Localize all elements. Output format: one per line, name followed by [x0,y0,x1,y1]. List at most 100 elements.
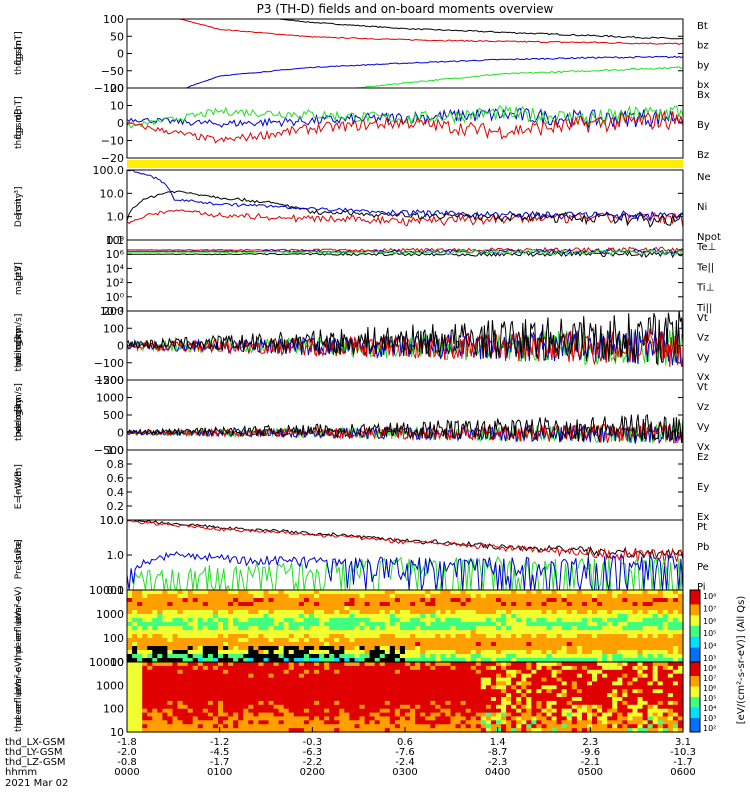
xaxis-value: -2.2 [303,757,323,768]
series-Vx [127,423,683,445]
xaxis-value: 0500 [578,767,603,778]
xaxis-value: -2.4 [395,757,415,768]
xaxis-value: -1.7 [210,757,230,768]
ytick-label: 1000 [96,392,124,405]
ylabel-line: velocity [14,397,24,433]
legend-Bt: Bt [697,21,708,32]
colorbar-tick: 10⁴ [703,704,716,713]
colorbar-tick: 10³ [703,654,716,663]
series-Ni [127,190,683,228]
ytick-label: 1500 [96,374,124,387]
xaxis-date: 2021 Mar 02 [5,778,68,789]
ylabel-line: sr-eV) [14,657,24,683]
xaxis-value: 0000 [114,767,139,778]
ylabel-line: gsm [14,40,24,59]
ytick-label: 500 [103,409,124,422]
series-bz [127,19,683,46]
ytick-label: 0 [117,117,124,130]
ytick-label: 1.0 [107,211,125,224]
panel-E_VxB: 1.00.80.60.40.20.0 E=−VxB[mV/m] Ez Ey Ex [14,444,709,527]
legend-Ni: Ni [697,202,707,213]
series-Pt [127,520,683,560]
ylabel-line: thd [14,134,24,149]
ylabel-line: [km/s] [14,314,24,343]
legend-Ti||: Ti|| [696,303,712,314]
series-Npot [127,170,683,223]
xaxis-value: 0300 [392,767,417,778]
legend-bz: bz [697,41,709,52]
xaxis-value: -8.7 [488,747,508,758]
ylabel-line: E=−VxB [14,471,24,509]
series-Ti|| [127,248,683,256]
xaxis-value: -2.0 [117,747,137,758]
legend-Te||: Te|| [696,262,714,273]
ylabel-line: Density [14,192,24,227]
xaxis-value: -4.5 [210,747,230,758]
legend-Ex: Ex [697,512,709,523]
ytick-label: 10000 [89,656,124,669]
ylabel: Pressure[nPa] [14,539,24,579]
colorbar-tick: 10⁵ [703,629,716,638]
plot-title: P3 (TH-D) fields and on-board moments ov… [257,2,554,16]
ylabel-line: eV [14,611,24,624]
legend-by: by [697,60,709,71]
panel-frame [126,87,684,159]
colorbar-tick: 10⁶ [703,617,716,626]
series-Bz [127,110,683,144]
series-Vt [127,311,683,366]
ytick-label: 0.8 [107,458,125,471]
colorbar-tick: 10⁸ [703,664,716,673]
xaxis-row-label: hhmm [5,767,37,778]
legend-Vz: Vz [697,333,709,344]
legend-Vy: Vy [697,422,710,433]
ytick-label: 0.1 [107,584,125,597]
ytick-label: 1.0 [107,549,125,562]
xaxis-value: -10.3 [670,747,696,758]
ytick-label: 10⁴ [106,262,125,275]
ylabel-line: thd [14,646,24,661]
panel-frame [126,18,684,89]
colorbar-tick: 10³ [703,714,716,723]
ylabel-line: (cm²-s- [14,592,24,624]
xaxis-value: -6.3 [303,747,323,758]
ylabel-line: [cm⁻³] [14,186,24,215]
legend-Pi: Pi [697,582,706,593]
ylabel-line: [nT] [14,96,24,114]
ytick-label: 0.2 [107,500,125,513]
legend-Bz: Bz [697,150,709,161]
ytick-label: 10.0 [100,514,125,527]
ytick-label: 100.0 [93,164,125,177]
series-bx [127,55,683,88]
ytick-label: 50 [110,30,124,43]
ytick-label: 1000 [96,679,124,692]
ytick-label: 10.0 [100,187,125,200]
ytick-label: −50 [101,65,124,78]
ytick-label: 10000 [89,584,124,597]
series-Ne [127,209,683,228]
legend-Vx: Vx [697,372,710,383]
series-by [127,66,683,88]
xaxis-value: -2.3 [488,757,508,768]
ytick-label: 200 [103,305,124,318]
ytick-label: 0.4 [107,486,125,499]
ytick-label: 10⁰ [106,291,125,304]
xaxis-value: 0600 [670,767,695,778]
ylabel-line: eflux [14,686,24,709]
ylabel-line: [nT] [14,31,24,49]
xaxis-value: 0200 [300,767,325,778]
ylabel-line: velocity [14,328,24,364]
xaxis-value: 0100 [207,767,232,778]
ylabel-line: dB [14,109,24,121]
colorbar-tick: 10⁵ [703,694,716,703]
legend-Bx: Bx [697,90,710,101]
colorbar-tick: 10⁷ [703,674,716,683]
ylabel-line: fgs [14,125,24,139]
ytick-label: −20 [101,152,124,165]
ylabel-line: eflux [14,615,24,638]
colorbar-label: [eV/(cm²-s-sr-eV)] (All Qs) [736,596,747,725]
legend-By: By [697,120,710,131]
